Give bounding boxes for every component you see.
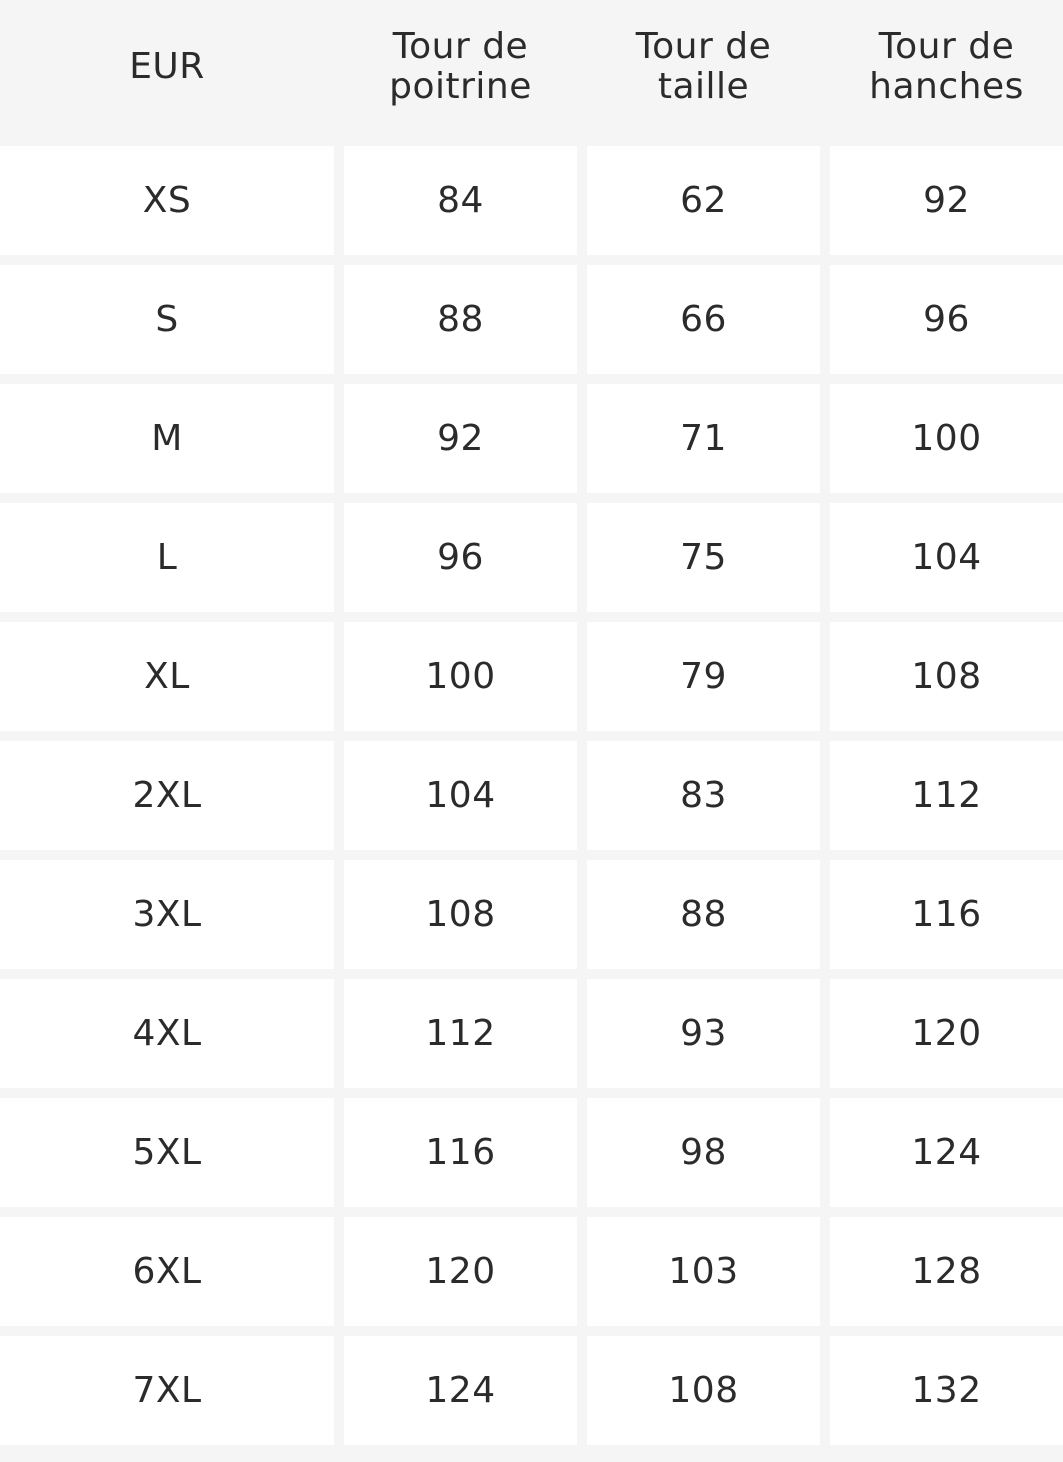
chest-cell: 100 xyxy=(344,622,577,731)
header-hips-label: Tour de hanches xyxy=(869,26,1024,107)
hips-cell: 116 xyxy=(830,860,1063,969)
size-cell: S xyxy=(0,265,334,374)
chest-cell: 92 xyxy=(344,384,577,493)
size-cell: 2XL xyxy=(0,741,334,850)
hips-cell: 124 xyxy=(830,1098,1063,1207)
hips-cell: 128 xyxy=(830,1217,1063,1326)
chest-cell: 96 xyxy=(344,503,577,612)
size-cell: 6XL xyxy=(0,1217,334,1326)
hips-cell: 132 xyxy=(830,1336,1063,1445)
header-waist-label: Tour de taille xyxy=(635,26,772,107)
size-cell: XL xyxy=(0,622,334,731)
waist-cell: 103 xyxy=(587,1217,820,1326)
size-cell: L xyxy=(0,503,334,612)
waist-cell: 108 xyxy=(587,1336,820,1445)
size-cell: 5XL xyxy=(0,1098,334,1207)
header-eur: EUR xyxy=(0,0,334,136)
size-cell: M xyxy=(0,384,334,493)
waist-cell: 71 xyxy=(587,384,820,493)
chest-cell: 108 xyxy=(344,860,577,969)
waist-cell: 62 xyxy=(587,146,820,255)
hips-cell: 120 xyxy=(830,979,1063,1088)
chest-cell: 88 xyxy=(344,265,577,374)
header-waist: Tour de taille xyxy=(587,0,820,136)
size-cell: 3XL xyxy=(0,860,334,969)
hips-cell: 92 xyxy=(830,146,1063,255)
hips-cell: 104 xyxy=(830,503,1063,612)
hips-cell: 112 xyxy=(830,741,1063,850)
hips-cell: 108 xyxy=(830,622,1063,731)
hips-cell: 96 xyxy=(830,265,1063,374)
chest-cell: 84 xyxy=(344,146,577,255)
hips-cell: 100 xyxy=(830,384,1063,493)
waist-cell: 98 xyxy=(587,1098,820,1207)
chest-cell: 112 xyxy=(344,979,577,1088)
header-eur-label: EUR xyxy=(129,46,205,87)
chest-cell: 116 xyxy=(344,1098,577,1207)
size-cell: 7XL xyxy=(0,1336,334,1445)
chest-cell: 120 xyxy=(344,1217,577,1326)
header-chest: Tour de poitrine xyxy=(344,0,577,136)
chest-cell: 124 xyxy=(344,1336,577,1445)
waist-cell: 93 xyxy=(587,979,820,1088)
header-hips: Tour de hanches xyxy=(830,0,1063,136)
header-chest-label: Tour de poitrine xyxy=(389,26,532,107)
size-cell: XS xyxy=(0,146,334,255)
chest-cell: 104 xyxy=(344,741,577,850)
waist-cell: 83 xyxy=(587,741,820,850)
waist-cell: 75 xyxy=(587,503,820,612)
waist-cell: 79 xyxy=(587,622,820,731)
waist-cell: 88 xyxy=(587,860,820,969)
size-cell: 4XL xyxy=(0,979,334,1088)
waist-cell: 66 xyxy=(587,265,820,374)
